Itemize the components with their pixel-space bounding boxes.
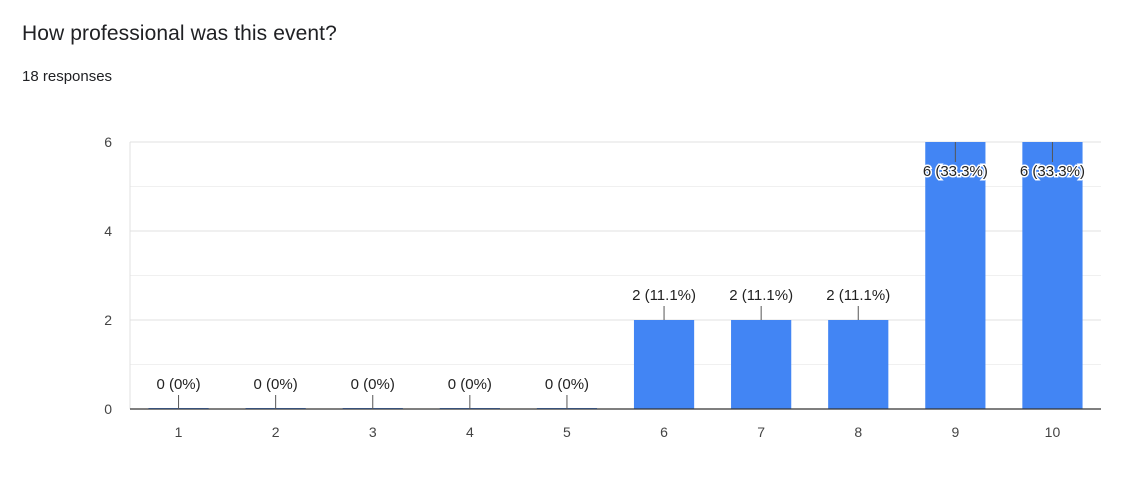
bar-10 <box>1022 142 1083 409</box>
data-label: 2 (11.1%) <box>632 287 696 304</box>
x-tick-label: 8 <box>854 424 862 440</box>
y-tick-label: 6 <box>104 134 112 150</box>
question-title: How professional was this event? <box>22 22 337 45</box>
data-label: 6 (33.3%) <box>1020 163 1085 180</box>
bar-9 <box>925 142 986 409</box>
x-tick-label: 5 <box>563 424 571 440</box>
x-tick-label: 6 <box>660 424 668 440</box>
x-tick-label: 4 <box>466 424 474 440</box>
data-label: 0 (0%) <box>254 376 298 393</box>
y-tick-label: 0 <box>104 401 112 417</box>
data-label: 0 (0%) <box>448 376 492 393</box>
response-count: 18 responses <box>22 68 113 85</box>
bar-7 <box>731 320 792 409</box>
data-label: 2 (11.1%) <box>826 287 890 304</box>
x-tick-label: 7 <box>757 424 765 440</box>
chart-bars <box>148 142 1083 409</box>
x-tick-label: 2 <box>272 424 280 440</box>
data-label: 0 (0%) <box>545 376 589 393</box>
data-label: 6 (33.3%) <box>923 163 988 180</box>
x-tick-label: 1 <box>175 424 183 440</box>
y-tick-label: 2 <box>104 312 112 328</box>
bar-6 <box>633 320 695 409</box>
data-label: 0 (0%) <box>351 376 395 393</box>
y-tick-label: 4 <box>104 223 112 239</box>
x-tick-label: 9 <box>951 424 959 440</box>
data-label: 2 (11.1%) <box>729 287 793 304</box>
chart-labels: 0 2 4 6 1 0 (0%) 2 0 (0%) 3 0 (0%) 4 0 (0%) 5 0 (0%) 6… <box>104 134 1086 440</box>
bar-8 <box>828 320 889 409</box>
x-tick-label: 10 <box>1045 424 1061 440</box>
data-label: 0 (0%) <box>156 376 200 393</box>
x-tick-label: 3 <box>369 424 377 440</box>
